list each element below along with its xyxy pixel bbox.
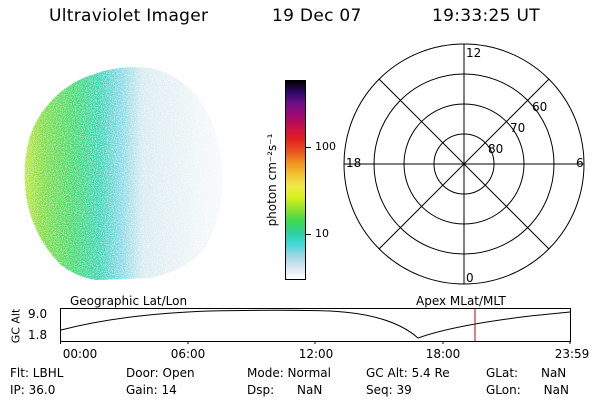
colorbar-tick-100: 100 xyxy=(315,140,336,153)
glat-readout: GLat: NaN xyxy=(486,366,567,380)
gc-alt-tick-high: 9.0 xyxy=(28,307,48,321)
instrument-title: Ultraviolet Imager xyxy=(49,6,209,26)
colorbar-unit-label: photon cm⁻²s⁻¹ xyxy=(265,133,279,227)
filter-readout: Flt: LBHL xyxy=(10,366,64,380)
door-readout: Door: Open xyxy=(126,366,195,380)
mlat-label-80: 80 xyxy=(488,142,503,156)
gc-alt-readout: GC Alt: 5.4 Re xyxy=(366,366,450,380)
auroral-image xyxy=(24,67,223,280)
mlat-label-60: 60 xyxy=(532,100,547,114)
mlt-label-6: 6 xyxy=(576,156,584,170)
gain-readout: Gain: 14 xyxy=(126,383,177,397)
time-tick-0000: 00:00 xyxy=(62,347,98,361)
gc-alt-tick-low: 1.8 xyxy=(28,328,48,342)
time-tick-1800: 18:00 xyxy=(425,347,461,361)
time-tick-1200: 12:00 xyxy=(298,347,334,361)
mlt-label-0: 0 xyxy=(466,271,474,285)
colorbar xyxy=(285,80,306,280)
polar-grid: 12 0 18 6 60 70 80 xyxy=(343,43,585,285)
orbit-plot-frame xyxy=(60,308,571,342)
time-tick-0600: 06:00 xyxy=(170,347,206,361)
mode-readout: Mode: Normal xyxy=(247,366,331,380)
polar-diagonal xyxy=(378,78,550,250)
ip-readout: IP: 36.0 xyxy=(10,383,56,397)
geographic-latlon-title: Geographic Lat/Lon xyxy=(70,294,188,308)
colorbar-tick-10: 10 xyxy=(315,227,329,240)
seq-readout: Seq: 39 xyxy=(366,383,412,397)
colorbar-tick-mark xyxy=(306,147,311,148)
date-label: 19 Dec 07 xyxy=(272,6,362,26)
glon-readout: GLon: NaN xyxy=(486,383,569,397)
colorbar-tick-mark xyxy=(306,234,311,235)
mlt-label-12: 12 xyxy=(466,46,481,60)
time-tick-2359: 23:59 xyxy=(554,347,590,361)
dsp-readout: Dsp: NaN xyxy=(247,383,323,397)
mlat-label-70: 70 xyxy=(510,121,525,135)
orbit-altitude-curve xyxy=(60,309,571,339)
orbit-altitude-plot xyxy=(60,308,571,344)
apex-mlat-mlt-title: Apex MLat/MLT xyxy=(416,294,506,308)
time-label: 19:33:25 UT xyxy=(432,6,540,26)
gc-alt-axis-title: GC Alt xyxy=(9,308,23,344)
mlt-label-18: 18 xyxy=(346,156,361,170)
